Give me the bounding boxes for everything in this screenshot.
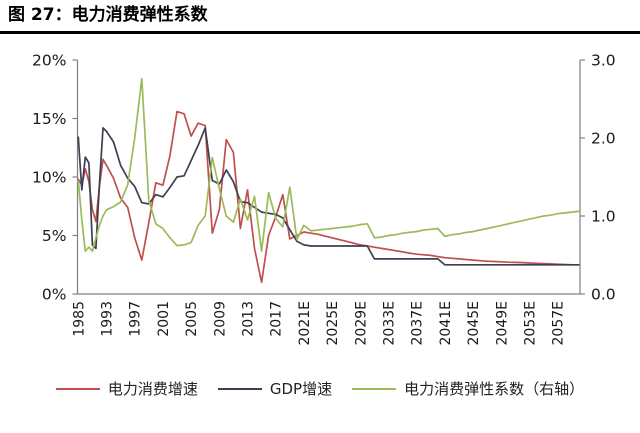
x-axis-label: 2057E bbox=[551, 301, 567, 345]
x-axis-label: 2045E bbox=[466, 301, 482, 345]
x-axis-label: 2005 bbox=[184, 301, 200, 337]
x-axis-label: 2021E bbox=[297, 301, 313, 345]
left-axis-tick-label: 20% bbox=[32, 52, 66, 70]
legend-item-elasticity: 电力消费弹性系数（右轴） bbox=[352, 378, 584, 399]
x-axis-label: 1985 bbox=[71, 301, 87, 337]
series-line-elasticity bbox=[77, 77, 580, 252]
figure-title: 图 27：电力消费弹性系数 bbox=[8, 5, 208, 25]
elasticity-line-swatch bbox=[352, 387, 397, 390]
right-axis-tick-label: 3.0 bbox=[591, 52, 616, 70]
x-axis-label: 2053E bbox=[523, 301, 539, 345]
x-axis-label: 2033E bbox=[382, 301, 398, 345]
x-axis-label: 2029E bbox=[353, 301, 369, 345]
legend-item-electricity: 电力消费增速 bbox=[55, 378, 198, 399]
left-axis-tick-label: 15% bbox=[32, 110, 66, 128]
x-axis-label: 2013 bbox=[241, 301, 257, 337]
chart-legend: 电力消费增速 GDP增速 电力消费弹性系数（右轴） bbox=[0, 378, 640, 399]
left-axis-tick-label: 10% bbox=[32, 169, 66, 187]
figure-title-bar: 图 27：电力消费弹性系数 bbox=[0, 0, 640, 35]
right-axis-tick-label: 2.0 bbox=[591, 130, 616, 148]
x-axis-label: 2025E bbox=[325, 301, 341, 345]
x-axis-label: 2017 bbox=[269, 301, 285, 337]
series-line-electricity bbox=[77, 110, 580, 284]
x-axis-label: 2049E bbox=[494, 301, 510, 345]
legend-label-electricity: 电力消费增速 bbox=[107, 380, 198, 398]
right-axis-tick-label: 1.0 bbox=[591, 208, 616, 226]
left-axis-tick-label: 5% bbox=[42, 227, 67, 245]
legend-item-gdp: GDP增速 bbox=[217, 378, 333, 399]
right-axis-tick-label: 0.0 bbox=[591, 286, 616, 304]
legend-label-gdp: GDP增速 bbox=[269, 380, 333, 398]
x-axis-label: 2037E bbox=[410, 301, 426, 345]
electricity-line-swatch bbox=[55, 387, 100, 390]
x-axis-label: 2001 bbox=[156, 301, 172, 337]
x-axis-label: 2041E bbox=[438, 301, 454, 345]
legend-label-elasticity: 电力消费弹性系数（右轴） bbox=[404, 380, 585, 398]
x-axis-label: 2009 bbox=[212, 301, 228, 337]
left-axis-tick-label: 0% bbox=[42, 286, 67, 304]
x-axis-label: 1997 bbox=[128, 301, 144, 337]
x-axis-label: 1993 bbox=[100, 301, 116, 337]
series-line-gdp bbox=[77, 127, 580, 266]
gdp-line-swatch bbox=[217, 387, 262, 390]
